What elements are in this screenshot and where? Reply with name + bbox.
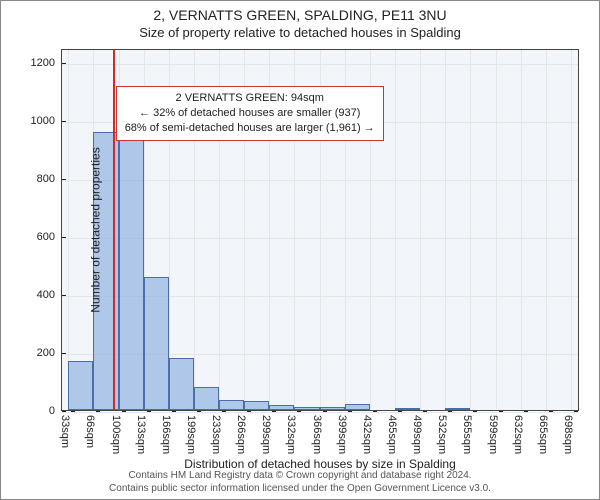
x-tick: 499sqm — [411, 415, 423, 454]
title-sub: Size of property relative to detached ho… — [1, 23, 599, 40]
x-tick: 399sqm — [336, 415, 348, 454]
x-tick: 100sqm — [110, 415, 122, 454]
footer: Contains HM Land Registry data © Crown c… — [1, 469, 599, 495]
x-tick: 698sqm — [562, 415, 574, 454]
footer-line1: Contains HM Land Registry data © Crown c… — [1, 469, 599, 482]
y-tick: 200 — [37, 347, 61, 359]
x-tick: 33sqm — [59, 415, 71, 448]
x-ticks: 33sqm66sqm100sqm133sqm166sqm199sqm233sqm… — [61, 49, 579, 411]
x-tick: 299sqm — [260, 415, 272, 454]
x-tick: 266sqm — [235, 415, 247, 454]
grid-h — [62, 412, 578, 413]
x-tick: 366sqm — [311, 415, 323, 454]
title-main: 2, VERNATTS GREEN, SPALDING, PE11 3NU — [1, 1, 599, 23]
x-tick: 599sqm — [487, 415, 499, 454]
x-tick: 665sqm — [537, 415, 549, 454]
x-tick: 565sqm — [461, 415, 473, 454]
x-tick: 632sqm — [512, 415, 524, 454]
x-tick: 166sqm — [160, 415, 172, 454]
chart-area: 2 VERNATTS GREEN: 94sqm ← 32% of detache… — [61, 49, 579, 411]
x-tick: 465sqm — [386, 415, 398, 454]
x-tick: 233sqm — [210, 415, 222, 454]
x-tick: 432sqm — [361, 415, 373, 454]
y-tick: 800 — [37, 173, 61, 185]
x-tick: 332sqm — [285, 415, 297, 454]
y-tick: 600 — [37, 231, 61, 243]
y-tick: 400 — [37, 289, 61, 301]
footer-line2: Contains public sector information licen… — [1, 482, 599, 495]
x-tick: 66sqm — [84, 415, 96, 448]
x-tick: 133sqm — [135, 415, 147, 454]
x-tick: 532sqm — [436, 415, 448, 454]
y-tick: 1000 — [31, 115, 61, 127]
y-tick: 1200 — [31, 57, 61, 69]
x-tick: 199sqm — [185, 415, 197, 454]
figure-container: 2, VERNATTS GREEN, SPALDING, PE11 3NU Si… — [0, 0, 600, 500]
